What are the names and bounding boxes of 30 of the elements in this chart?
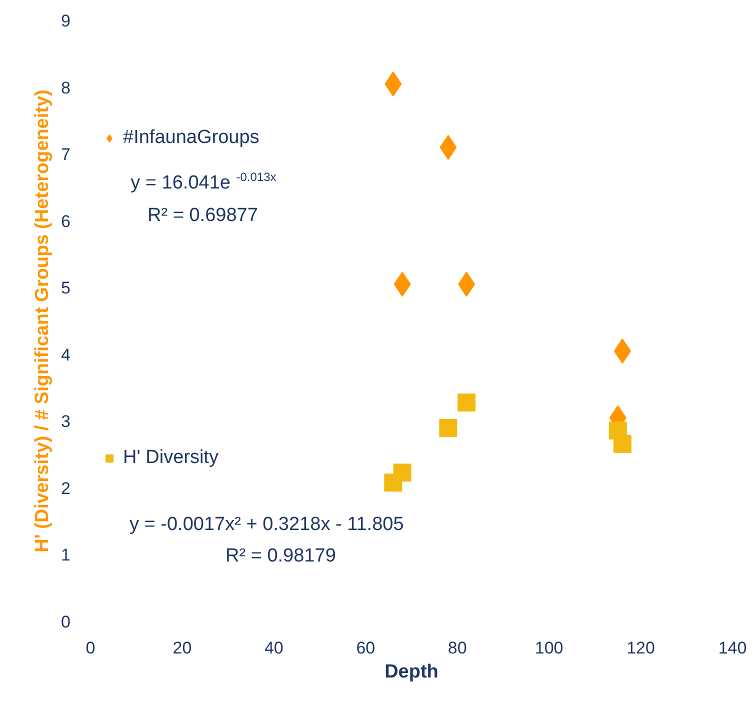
y-tick-label: 4 [61,345,71,364]
y-tick-label: 2 [61,478,71,498]
x-tick-label: 100 [534,638,564,658]
x-tick-label: 0 [86,638,96,658]
x-tick-label: 140 [718,638,747,658]
annotation: R² = 0.69877 [148,204,258,226]
x-tick-label: 80 [448,638,467,658]
point [393,464,412,482]
x-tick-label: 20 [172,638,192,658]
annotation: y = -0.0017x² + 0.3218x - 11.805 [130,514,404,536]
x-tick-label: 60 [356,638,376,658]
legend-label: #InfaunaGroups [123,127,260,149]
y-tick-label: 7 [61,145,71,164]
annotation: R² = 0.98179 [226,546,336,567]
y-tick-label: 1 [61,546,71,565]
annotation: y = 16.041e-0.013x [130,170,276,194]
x-axis-title: Depth [384,662,438,682]
y-tick-label: 3 [61,412,71,432]
point [439,418,458,437]
point [613,434,632,453]
point [458,393,476,412]
y-tick-label: 9 [61,12,71,30]
y-tick-label: 8 [61,78,71,98]
y-tick-label: 5 [61,278,71,298]
y-tick-label: 0 [61,612,71,632]
x-tick-label: 120 [626,638,655,658]
x-tick-label: 40 [264,638,284,658]
legend-label: H' Diversity [123,447,218,469]
y-axis-title: H' (Diversity) / # Significant Groups (Heterogeneity) [32,90,54,552]
y-tick-label: 6 [61,212,71,231]
